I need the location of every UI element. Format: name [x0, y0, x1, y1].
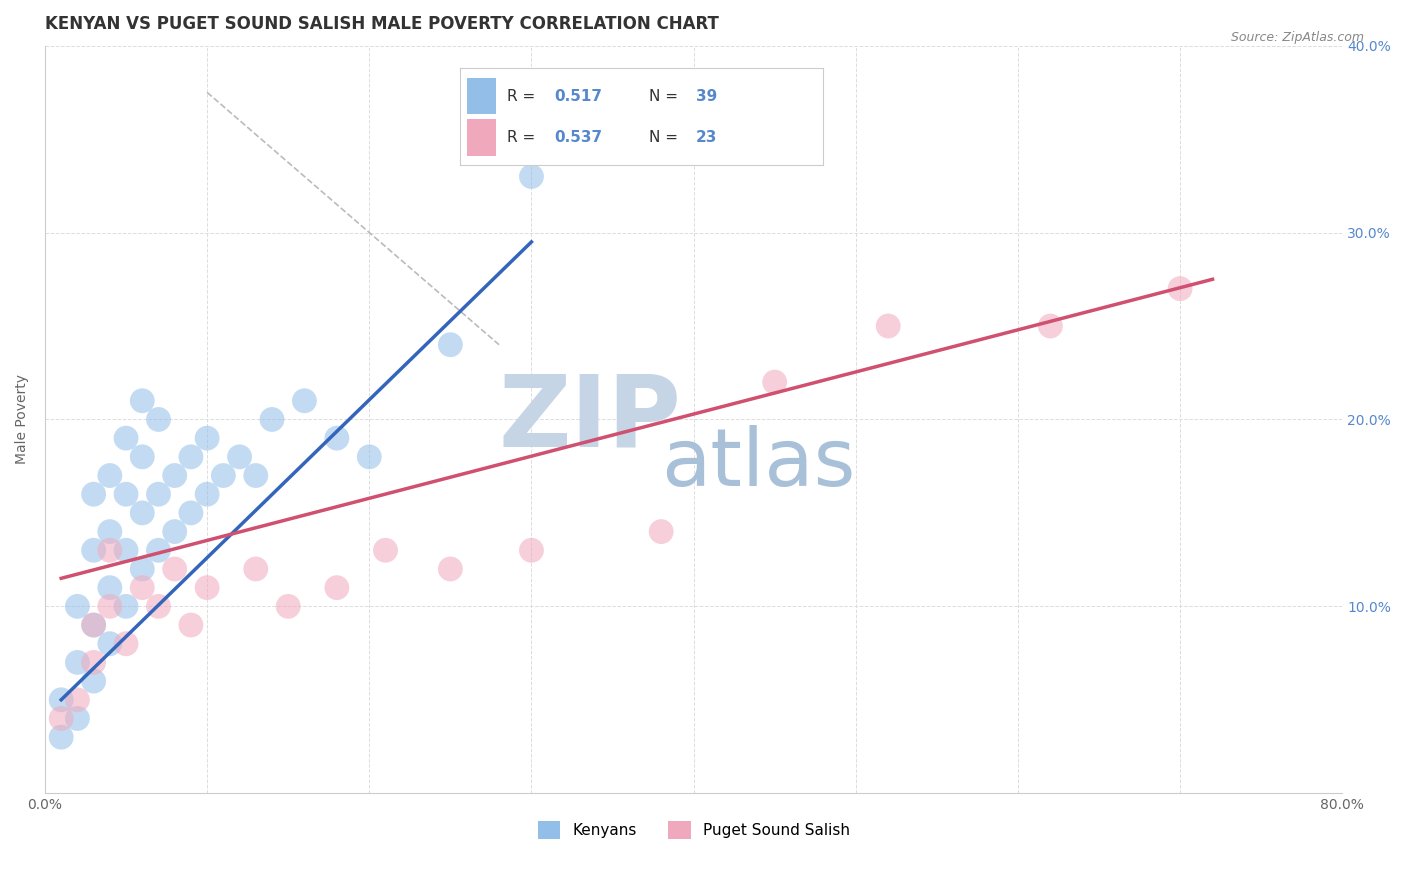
Point — [520, 543, 543, 558]
Point — [195, 581, 218, 595]
Point — [374, 543, 396, 558]
Point — [66, 656, 89, 670]
Point — [148, 543, 170, 558]
Point — [180, 618, 202, 632]
Point — [163, 562, 186, 576]
Point — [148, 412, 170, 426]
Point — [115, 599, 138, 614]
Point — [131, 393, 153, 408]
Legend: Kenyans, Puget Sound Salish: Kenyans, Puget Sound Salish — [531, 814, 856, 846]
Text: ZIP: ZIP — [498, 371, 682, 468]
Point — [115, 543, 138, 558]
Point — [1039, 318, 1062, 333]
Point — [763, 375, 786, 389]
Point — [115, 431, 138, 445]
Point — [195, 431, 218, 445]
Point — [66, 599, 89, 614]
Point — [66, 711, 89, 725]
Point — [51, 711, 73, 725]
Point — [163, 468, 186, 483]
Point — [83, 543, 105, 558]
Point — [148, 487, 170, 501]
Text: KENYAN VS PUGET SOUND SALISH MALE POVERTY CORRELATION CHART: KENYAN VS PUGET SOUND SALISH MALE POVERT… — [45, 15, 718, 33]
Point — [439, 337, 461, 351]
Point — [51, 693, 73, 707]
Point — [326, 581, 349, 595]
Point — [66, 693, 89, 707]
Point — [83, 656, 105, 670]
Point — [245, 468, 267, 483]
Point — [359, 450, 381, 464]
Point — [148, 599, 170, 614]
Point — [277, 599, 299, 614]
Point — [83, 487, 105, 501]
Y-axis label: Male Poverty: Male Poverty — [15, 375, 30, 465]
Point — [212, 468, 235, 483]
Point — [877, 318, 900, 333]
Point — [131, 506, 153, 520]
Point — [131, 581, 153, 595]
Point — [131, 450, 153, 464]
Point — [1168, 282, 1191, 296]
Point — [98, 599, 121, 614]
Text: atlas: atlas — [661, 425, 856, 503]
Point — [98, 637, 121, 651]
Point — [439, 562, 461, 576]
Point — [180, 506, 202, 520]
Point — [83, 618, 105, 632]
Point — [83, 618, 105, 632]
Point — [228, 450, 250, 464]
Point — [180, 450, 202, 464]
Point — [98, 581, 121, 595]
Point — [520, 169, 543, 184]
Point — [115, 637, 138, 651]
Point — [98, 468, 121, 483]
Point — [260, 412, 283, 426]
Point — [294, 393, 316, 408]
Point — [245, 562, 267, 576]
Point — [163, 524, 186, 539]
Point — [131, 562, 153, 576]
Point — [115, 487, 138, 501]
Point — [51, 730, 73, 744]
Point — [650, 524, 672, 539]
Point — [326, 431, 349, 445]
Point — [98, 524, 121, 539]
Point — [195, 487, 218, 501]
Point — [83, 674, 105, 689]
Text: Source: ZipAtlas.com: Source: ZipAtlas.com — [1230, 31, 1364, 45]
Point — [98, 543, 121, 558]
